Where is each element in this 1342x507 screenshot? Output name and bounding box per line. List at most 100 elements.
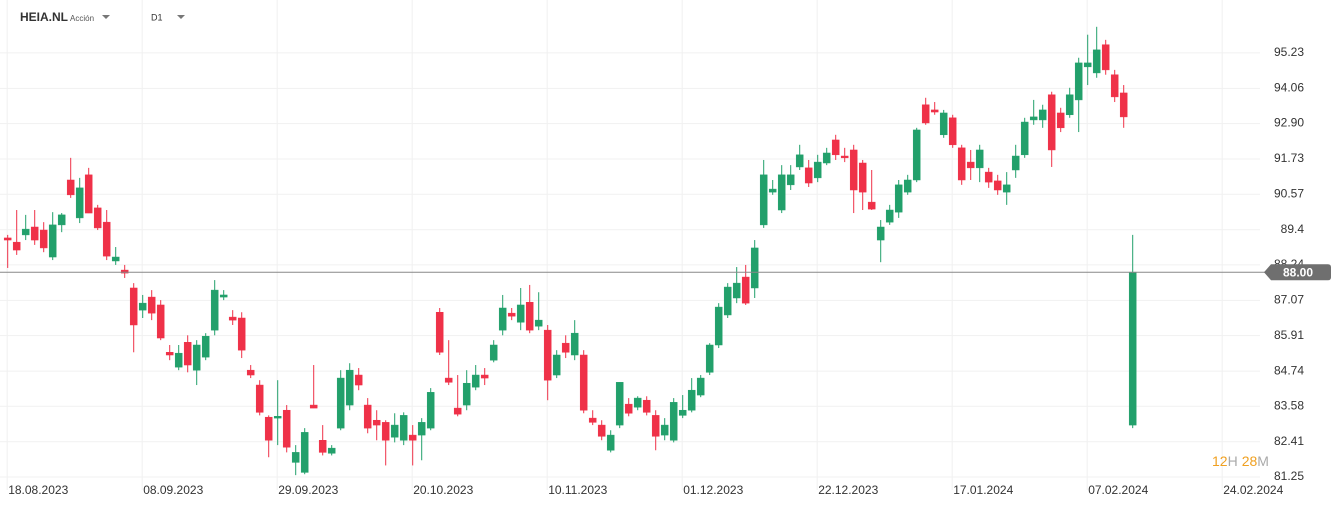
candle-body	[876, 226, 885, 241]
countdown: 12H 28M	[1212, 453, 1269, 469]
candle-body	[840, 155, 849, 159]
instrument-kind: Acción	[70, 14, 94, 23]
candle-body	[210, 289, 219, 331]
candle-body	[408, 434, 417, 441]
countdown-minutes: 28	[1242, 453, 1258, 469]
y-tick-label: 81.25	[1274, 469, 1304, 483]
candle-body	[813, 161, 822, 179]
candle-body	[273, 416, 282, 419]
candle-body	[228, 316, 237, 321]
candle-body	[993, 180, 1002, 191]
candle-body	[849, 149, 858, 191]
candle-body	[624, 403, 633, 414]
candle-body	[705, 344, 714, 373]
candle-body	[120, 269, 129, 274]
y-tick-label: 85.91	[1274, 328, 1304, 342]
candle-body	[300, 432, 309, 473]
y-tick-label: 95.23	[1274, 45, 1304, 59]
candle-body	[507, 312, 516, 317]
candle-body	[48, 224, 57, 258]
candle-body	[822, 152, 831, 164]
candle-body	[1074, 62, 1083, 101]
candle-body	[1101, 44, 1110, 71]
x-tick-label: 07.02.2024	[1088, 483, 1148, 497]
candle-body	[543, 329, 552, 381]
symbol-dropdown[interactable]	[102, 15, 110, 19]
candle-body	[723, 286, 732, 316]
candle-body	[1029, 116, 1038, 121]
candle-body	[165, 352, 174, 356]
timeframe[interactable]: D1	[151, 12, 163, 22]
candle-body	[462, 382, 471, 406]
candle-body	[966, 161, 975, 169]
candle-body	[66, 179, 75, 196]
x-tick-label: 24.02.2024	[1223, 483, 1283, 497]
candle-body	[957, 147, 966, 181]
x-tick-label: 08.09.2023	[143, 483, 203, 497]
y-tick-label: 92.90	[1274, 116, 1304, 130]
candle-body	[939, 112, 948, 136]
candle-body	[642, 399, 651, 413]
x-tick-label: 20.10.2023	[413, 483, 473, 497]
y-tick-label: 94.06	[1274, 81, 1304, 95]
candle-body	[399, 415, 408, 441]
candle-body	[912, 129, 921, 181]
candle-body	[570, 332, 579, 356]
candle-body	[84, 174, 93, 214]
candle-body	[57, 214, 66, 226]
candle-body	[192, 344, 201, 371]
candle-body	[606, 434, 615, 451]
candle-body	[435, 311, 444, 353]
candle-body	[129, 287, 138, 326]
candle-body	[246, 369, 255, 376]
candle-body	[669, 402, 678, 441]
x-tick-label: 01.12.2023	[683, 483, 743, 497]
candle-body	[867, 201, 876, 210]
candle-body	[3, 237, 12, 241]
candle-body	[903, 179, 912, 193]
candle-body	[291, 452, 300, 463]
candle-body	[12, 241, 21, 251]
candle-body	[633, 397, 642, 408]
candle-body	[678, 409, 687, 416]
symbol[interactable]: HEIA.NL	[20, 10, 68, 24]
countdown-hours: 12	[1212, 453, 1228, 469]
candle-body	[885, 209, 894, 223]
candle-body	[732, 282, 741, 299]
y-tick-label: 84.74	[1274, 363, 1304, 377]
candle-body	[354, 374, 363, 386]
candle-body	[687, 389, 696, 411]
candle-body	[30, 226, 39, 241]
candle-body	[39, 229, 48, 249]
candle-body	[471, 374, 480, 388]
candle-body	[1011, 155, 1020, 171]
candle-body	[1065, 94, 1074, 116]
candle-body	[975, 149, 984, 169]
candle-body	[480, 374, 489, 379]
grid	[0, 0, 1260, 490]
candle-body	[948, 117, 957, 146]
timeframe-dropdown[interactable]	[177, 15, 185, 19]
candle-body	[1038, 109, 1047, 121]
candle-body	[201, 335, 210, 358]
candle-body	[516, 304, 525, 323]
candle-body	[93, 207, 102, 229]
countdown-hours-unit: H	[1228, 453, 1238, 469]
candle-body	[1083, 62, 1092, 68]
candle-body	[1047, 94, 1056, 151]
candle-body	[552, 354, 561, 376]
candle-body	[588, 417, 597, 423]
candle-body	[759, 174, 768, 226]
countdown-minutes-unit: M	[1257, 453, 1269, 469]
candle-body	[750, 247, 759, 289]
candle-body	[615, 382, 624, 426]
candle-body	[264, 416, 273, 441]
candle-body	[345, 369, 354, 406]
candle-body	[777, 174, 786, 211]
candle-body	[525, 301, 534, 331]
candle-body	[1128, 271, 1137, 426]
candle-body	[858, 162, 867, 193]
candle-body	[417, 422, 426, 436]
